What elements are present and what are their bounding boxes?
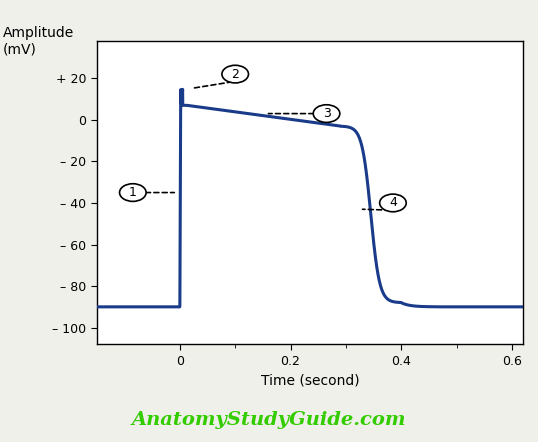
- Ellipse shape: [119, 184, 146, 202]
- Text: Amplitude
(mV): Amplitude (mV): [3, 26, 74, 57]
- Ellipse shape: [313, 105, 340, 122]
- Text: 1: 1: [129, 186, 137, 199]
- Text: 3: 3: [323, 107, 330, 120]
- Text: 4: 4: [389, 196, 397, 210]
- Text: 2: 2: [231, 68, 239, 80]
- X-axis label: Time (second): Time (second): [260, 373, 359, 387]
- Text: AnatomyStudyGuide.com: AnatomyStudyGuide.com: [132, 411, 406, 429]
- Ellipse shape: [380, 194, 406, 212]
- Ellipse shape: [222, 65, 249, 83]
